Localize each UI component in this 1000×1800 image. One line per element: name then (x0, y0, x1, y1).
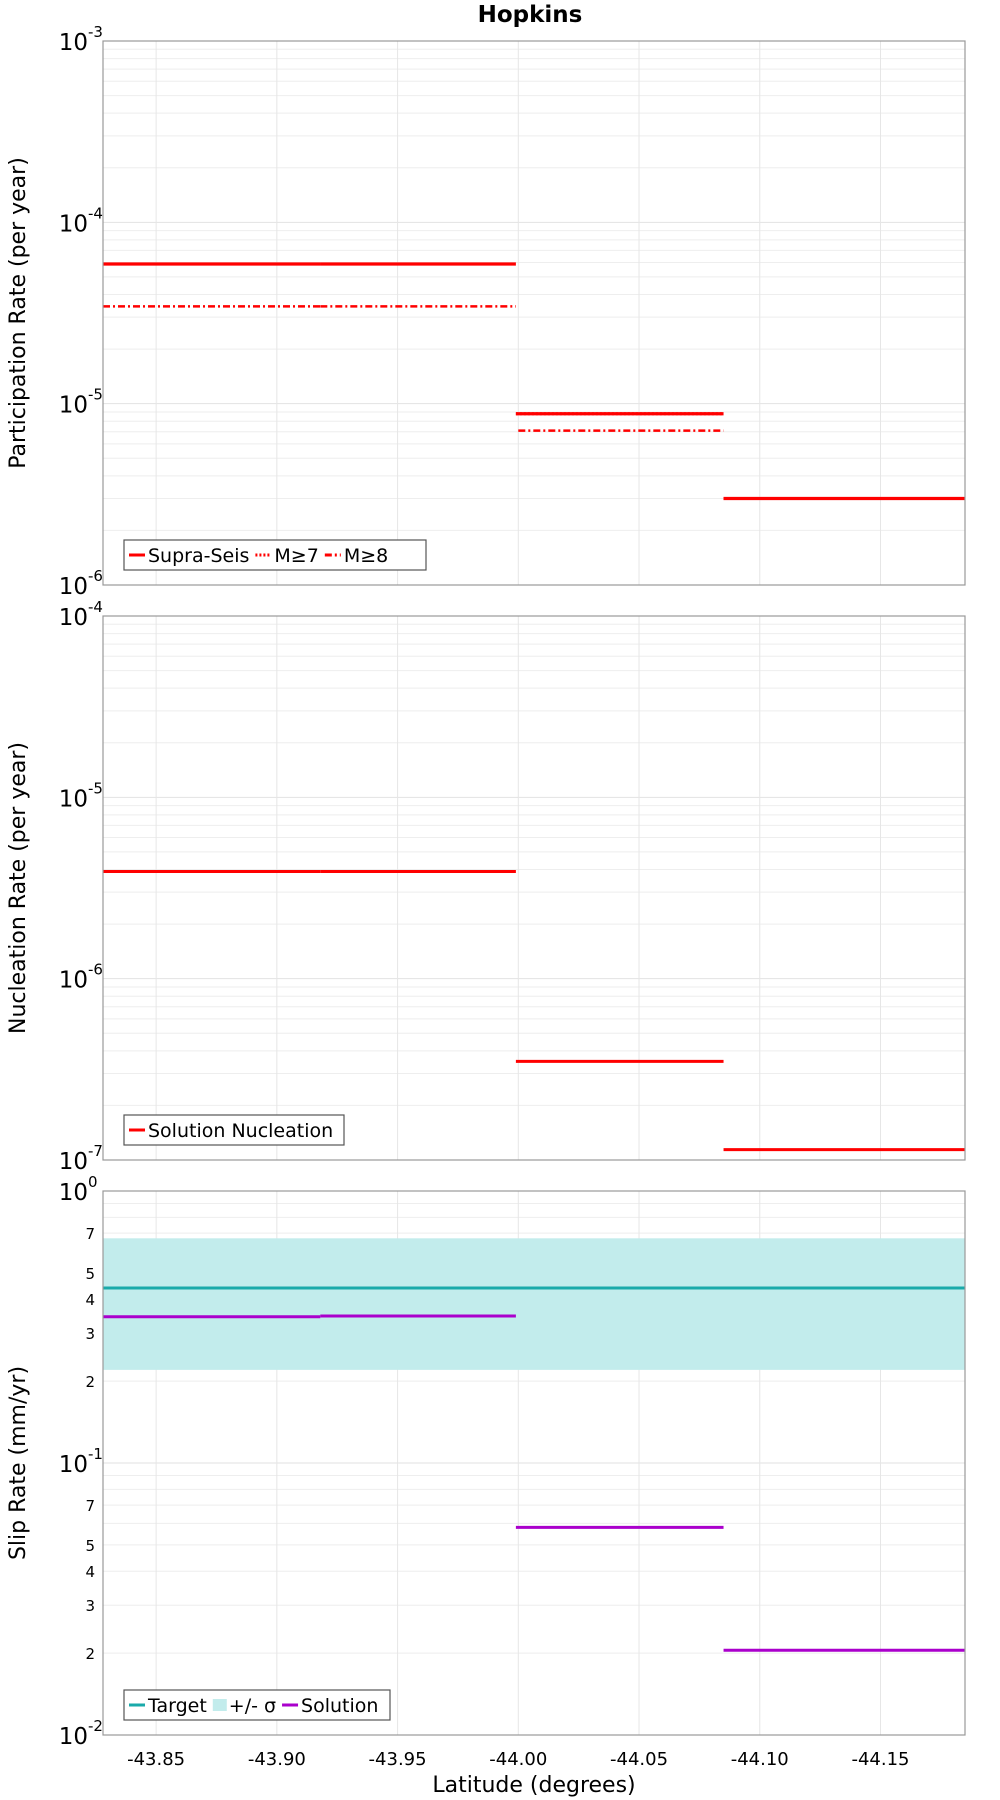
y-tick-label: 10 (59, 605, 88, 631)
legend-label: M≥7 (274, 545, 318, 567)
y-tick-label: 10 (59, 574, 88, 600)
legend-item: M≥8 (324, 545, 388, 567)
series-m-8 (103, 305, 724, 432)
legend-label: Target (147, 1695, 207, 1717)
y-minor-tick-label: 7 (85, 1497, 95, 1515)
plot-frame (102, 40, 966, 586)
legend-label: M≥8 (344, 545, 388, 567)
y-minor-tick-label: 7 (85, 1225, 95, 1243)
legend-item: Solution (282, 1695, 378, 1717)
legend-item: M≥7 (255, 545, 319, 567)
y-minor-tick-label: 3 (85, 1597, 95, 1615)
plot-area (103, 41, 965, 585)
legend: Supra-Seis M≥7 M≥8 (123, 539, 427, 571)
legend-item: +/- σ (212, 1695, 276, 1717)
y-tick-exponent: -6 (88, 567, 103, 585)
x-tick-label: -43.95 (369, 1749, 427, 1770)
grid (103, 615, 965, 1161)
legend-label: Supra-Seis (148, 545, 249, 567)
series-solution (103, 1314, 965, 1652)
legend-box (123, 1114, 345, 1146)
y-tick-exponent: -4 (88, 204, 103, 222)
x-axis-label: Latitude (degrees) (432, 1773, 635, 1798)
y-minor-tick-label: 2 (85, 1645, 95, 1663)
x-tick-label: -44.05 (610, 1749, 668, 1770)
y-minor-tick-label: 5 (85, 1265, 95, 1283)
y-tick-label: 10 (59, 1452, 88, 1478)
legend-item: Target (129, 1695, 207, 1717)
y-tick-label: 10 (59, 1724, 88, 1750)
x-tick-label: -44.10 (731, 1749, 789, 1770)
y-tick-exponent: -2 (88, 1717, 103, 1735)
y-tick-exponent: -1 (88, 1445, 103, 1463)
series-solution-nucleation (103, 869, 965, 1152)
y-axis-label: Participation Rate (per year) (6, 157, 31, 469)
legend-item: Solution Nucleation (129, 1120, 333, 1142)
legend-swatch (212, 1699, 227, 1711)
y-tick-label: 10 (59, 211, 88, 237)
y-tick-exponent: 0 (88, 1173, 98, 1191)
y-tick-label: 10 (59, 393, 88, 419)
y-tick-exponent: -3 (88, 23, 103, 41)
y-minor-tick-label: 2 (85, 1373, 95, 1391)
y-minor-tick-label: 4 (85, 1291, 95, 1309)
y-minor-tick-label: 3 (85, 1325, 95, 1343)
y-axis-label: Nucleation Rate (per year) (6, 742, 31, 1034)
plot-frame (102, 615, 966, 1161)
x-tick-label: -43.90 (248, 1749, 306, 1770)
y-tick-label: 10 (59, 1180, 88, 1206)
plot-area (103, 616, 965, 1160)
legend-label: Solution (301, 1695, 378, 1717)
y-tick-label: 10 (59, 30, 88, 56)
y-tick-exponent: -5 (88, 779, 103, 797)
x-tick-label: -44.00 (489, 1749, 547, 1770)
legend: Solution Nucleation (123, 1114, 345, 1146)
y-axis-label: Slip Rate (mm/yr) (6, 1366, 31, 1560)
y-tick-exponent: -4 (88, 598, 103, 616)
x-tick-label: -43.85 (127, 1749, 185, 1770)
y-minor-tick-label: 5 (85, 1537, 95, 1555)
x-tick-label: -44.15 (851, 1749, 909, 1770)
legend: Target +/- σ Solution (123, 1689, 391, 1721)
legend-box (123, 1689, 391, 1721)
y-minor-tick-label: 4 (85, 1563, 95, 1581)
y-tick-exponent: -6 (88, 961, 103, 979)
series-m-7 (103, 262, 965, 500)
y-tick-exponent: -5 (88, 386, 103, 404)
sigma-band (103, 1238, 965, 1370)
y-tick-label: 10 (59, 786, 88, 812)
legend-item: Supra-Seis (129, 545, 249, 567)
legend-label: Solution Nucleation (148, 1120, 333, 1142)
plot-frame (102, 1190, 966, 1736)
legend-label: +/- σ (229, 1695, 276, 1717)
legend-box (123, 539, 427, 571)
y-tick-label: 10 (59, 1149, 88, 1175)
y-tick-exponent: -7 (88, 1142, 103, 1160)
y-tick-label: 10 (59, 968, 88, 994)
chart-title: Hopkins (478, 2, 583, 28)
